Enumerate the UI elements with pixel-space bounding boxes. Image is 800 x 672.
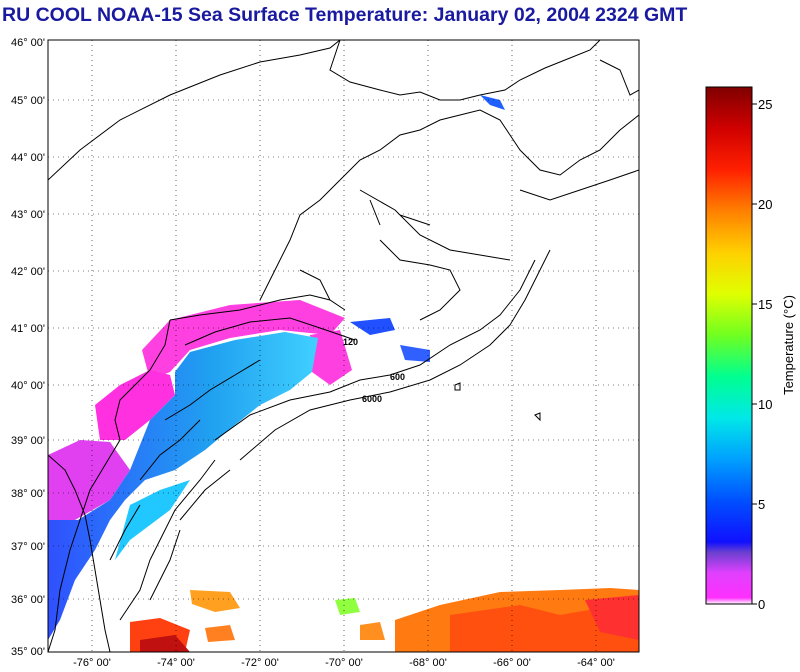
sst-warm-patch-e (335, 598, 360, 615)
lat-label: 40° 00' (11, 380, 45, 392)
sst-cold-patch-shelf (310, 330, 352, 385)
lat-label: 35° 00' (11, 646, 45, 658)
sst-blue-patch (400, 345, 430, 362)
coastline-ches (48, 454, 111, 652)
colorbar-tick-labels: 0 5 10 15 20 25 (758, 97, 772, 612)
lat-label: 44° 00' (11, 152, 45, 164)
map-title: RU COOL NOAA-15 Sea Surface Temperature:… (2, 4, 688, 26)
lat-label: 41° 00' (11, 323, 45, 335)
lon-label: -74° 00' (157, 657, 195, 669)
sst-blue-shelf (48, 332, 318, 640)
coastline-layer (48, 40, 639, 652)
sst-warm-band-b (450, 605, 639, 652)
colorbar-tick-label: 0 (758, 597, 765, 612)
coastline-nj (48, 319, 171, 652)
coastline-mid (169, 269, 346, 321)
lon-label: -72° 00' (241, 657, 279, 669)
lon-label: -66° 00' (493, 657, 531, 669)
sst-data-layer (48, 95, 639, 652)
colorbar-axis-label: Temperature (°C) (781, 295, 796, 395)
colorbar-tick-label: 20 (758, 197, 772, 212)
colorbar-tick-label: 15 (758, 297, 772, 312)
sst-blue-east (350, 318, 395, 335)
lon-label: -64° 00' (577, 657, 615, 669)
lon-label: -68° 00' (409, 657, 447, 669)
sst-blue-slope (115, 480, 190, 560)
coastline (48, 40, 639, 181)
lat-label: 37° 00' (11, 541, 45, 553)
lon-label: -70° 00' (325, 657, 363, 669)
sst-warm-patch-f (360, 622, 385, 640)
lat-label: 38° 00' (11, 488, 45, 500)
sst-warm-south-d (205, 625, 235, 642)
lat-label: 43° 00' (11, 209, 45, 221)
lat-label: 39° 00' (11, 435, 45, 447)
colorbar-tick-label: 25 (758, 97, 772, 112)
sst-cold-patch-de (95, 370, 175, 440)
sst-warm-south-c (190, 590, 240, 612)
isobath-600 (119, 189, 536, 621)
colorbar-tick-label: 5 (758, 497, 765, 512)
lat-label: 42° 00' (11, 266, 45, 278)
colorbar (705, 86, 753, 605)
isobath-label-120: 120 (343, 337, 358, 347)
lat-label: 45° 00' (11, 95, 45, 107)
latitude-labels: 46° 00' 45° 00' 44° 00' 43° 00' 42° 00' … (11, 37, 45, 658)
longitude-labels: -76° 00' -74° 00' -72° 00' -70° 00' -68°… (73, 657, 615, 669)
colorbar-ticks (752, 103, 757, 605)
sst-blue-me (480, 95, 505, 110)
coastline-ne (339, 109, 639, 181)
isobath-label-6000: 6000 (362, 394, 382, 404)
sst-warm-band-c (585, 595, 639, 640)
lon-label: -76° 00' (73, 657, 111, 669)
graticule (48, 40, 639, 652)
sst-warm-south-b (140, 635, 190, 652)
isobath-labels: 120 600 6000 (343, 337, 405, 404)
sst-cold-patch-nj (142, 300, 345, 380)
coastline-gulf-me (259, 179, 341, 301)
island (454, 382, 461, 391)
lat-label: 36° 00' (11, 594, 45, 606)
isobath-120 (109, 317, 356, 561)
isobath-6000 (149, 169, 639, 601)
isobath-label-600: 600 (390, 372, 405, 382)
colorbar-tick-label: 10 (758, 397, 772, 412)
bermuda-shelf (534, 412, 541, 422)
map-frame (47, 39, 640, 653)
sst-cold-patch-ches (48, 440, 130, 520)
lat-label: 46° 00' (11, 37, 45, 49)
